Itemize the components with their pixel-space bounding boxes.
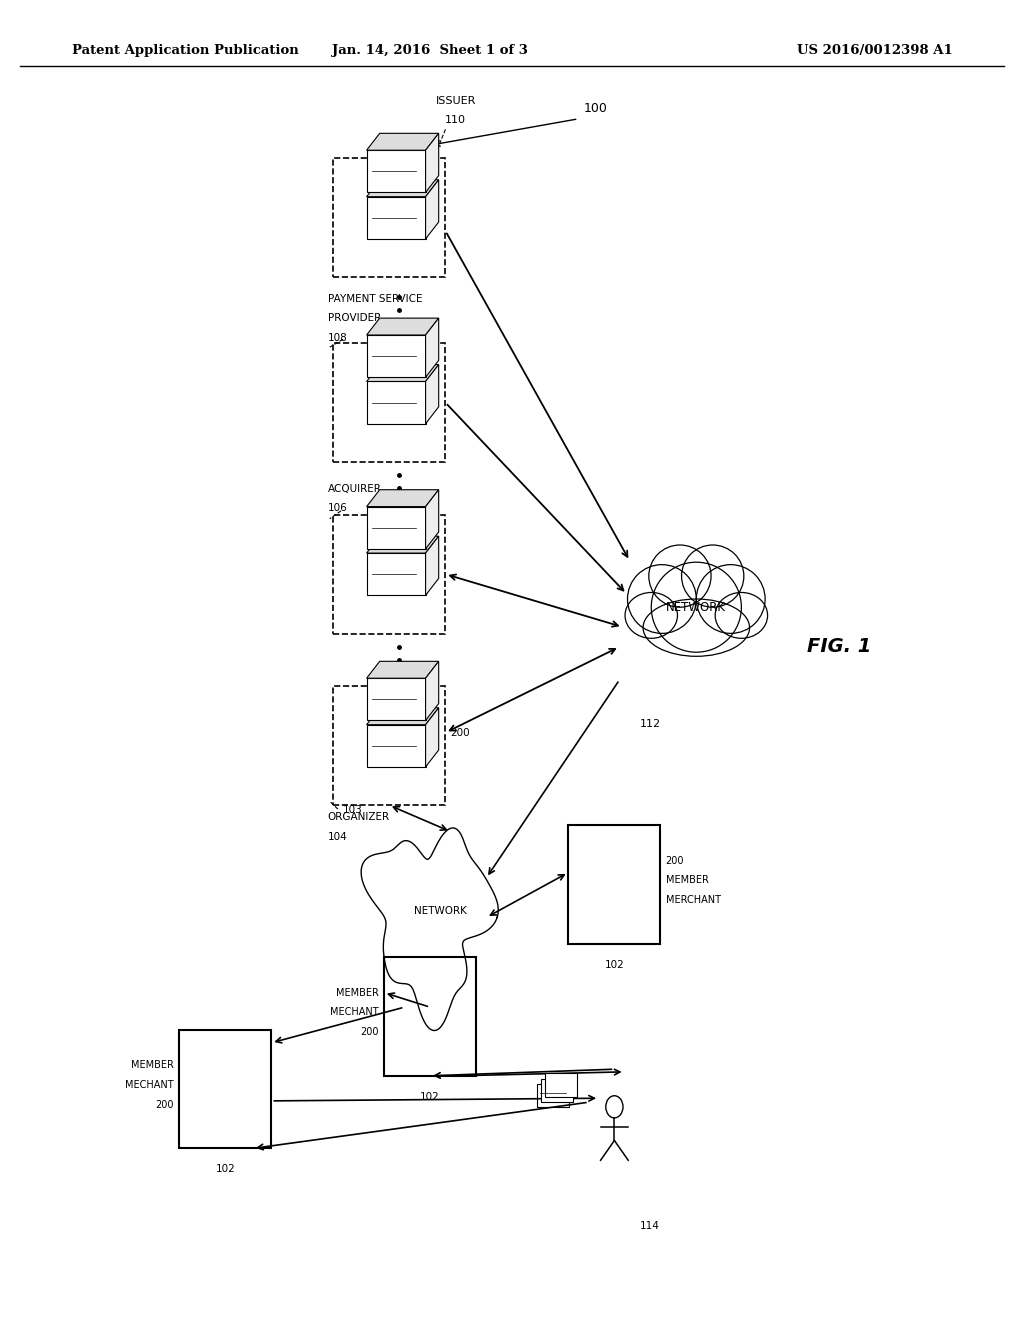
Text: FIG. 1: FIG. 1 <box>808 638 871 656</box>
Polygon shape <box>426 180 438 239</box>
Polygon shape <box>367 678 426 721</box>
Text: PROVIDER: PROVIDER <box>328 313 381 323</box>
Polygon shape <box>367 180 438 197</box>
Polygon shape <box>367 708 438 725</box>
Bar <box>333 343 445 462</box>
Text: 106: 106 <box>328 503 347 513</box>
Polygon shape <box>426 133 438 193</box>
Polygon shape <box>426 318 438 378</box>
Bar <box>179 1030 271 1148</box>
Polygon shape <box>367 150 426 193</box>
Polygon shape <box>367 490 438 507</box>
Bar <box>546 1073 577 1097</box>
Text: 112: 112 <box>640 719 662 730</box>
Text: 200: 200 <box>360 1027 379 1038</box>
Text: 103: 103 <box>343 805 362 816</box>
Text: MEMBER: MEMBER <box>666 875 709 886</box>
Text: PAYMENT SERVICE: PAYMENT SERVICE <box>328 293 422 304</box>
Text: MECHANT: MECHANT <box>331 1007 379 1018</box>
Text: 104: 104 <box>328 832 347 842</box>
Polygon shape <box>367 197 426 239</box>
Polygon shape <box>367 725 426 767</box>
Text: MEMBER: MEMBER <box>336 987 379 998</box>
Ellipse shape <box>628 565 696 634</box>
Bar <box>542 1078 572 1102</box>
Text: MEMBER: MEMBER <box>131 1060 174 1071</box>
Bar <box>384 957 476 1076</box>
Circle shape <box>606 1096 623 1118</box>
Text: MECHANT: MECHANT <box>126 1080 174 1090</box>
Ellipse shape <box>651 562 741 652</box>
Bar <box>333 686 445 805</box>
Text: 102: 102 <box>420 1092 440 1102</box>
Polygon shape <box>367 335 426 378</box>
Polygon shape <box>367 553 426 595</box>
Text: US 2016/0012398 A1: US 2016/0012398 A1 <box>797 44 952 57</box>
Text: 114: 114 <box>640 1221 659 1232</box>
Polygon shape <box>367 661 438 678</box>
Polygon shape <box>426 490 438 549</box>
Ellipse shape <box>649 545 711 607</box>
Ellipse shape <box>696 565 765 634</box>
Polygon shape <box>367 364 438 381</box>
Ellipse shape <box>643 599 750 656</box>
Text: 102: 102 <box>604 960 625 970</box>
Polygon shape <box>426 536 438 595</box>
Bar <box>538 1084 568 1107</box>
Ellipse shape <box>625 593 678 639</box>
Polygon shape <box>367 318 438 335</box>
Bar <box>568 825 660 944</box>
Text: ISSUER: ISSUER <box>435 95 476 106</box>
Text: NETWORK: NETWORK <box>414 906 467 916</box>
Text: 200: 200 <box>451 727 470 738</box>
Polygon shape <box>426 708 438 767</box>
Text: 200: 200 <box>156 1100 174 1110</box>
Ellipse shape <box>682 545 743 607</box>
Ellipse shape <box>715 593 768 639</box>
Text: 102: 102 <box>215 1164 236 1175</box>
Text: 200: 200 <box>666 855 684 866</box>
Text: Patent Application Publication: Patent Application Publication <box>72 44 298 57</box>
Text: 110: 110 <box>445 115 466 125</box>
Text: ACQUIRER: ACQUIRER <box>328 483 382 494</box>
Text: ORGANIZER: ORGANIZER <box>328 812 390 822</box>
Polygon shape <box>426 661 438 721</box>
Text: MERCHANT: MERCHANT <box>666 895 721 906</box>
Polygon shape <box>367 507 426 549</box>
Text: 108: 108 <box>328 333 347 343</box>
Polygon shape <box>426 364 438 424</box>
Polygon shape <box>361 828 499 1031</box>
Text: NETWORK: NETWORK <box>667 601 726 614</box>
Text: 100: 100 <box>584 102 607 115</box>
Polygon shape <box>367 133 438 150</box>
Bar <box>333 515 445 634</box>
Text: Jan. 14, 2016  Sheet 1 of 3: Jan. 14, 2016 Sheet 1 of 3 <box>332 44 528 57</box>
Polygon shape <box>367 536 438 553</box>
Polygon shape <box>367 381 426 424</box>
Bar <box>333 158 445 277</box>
